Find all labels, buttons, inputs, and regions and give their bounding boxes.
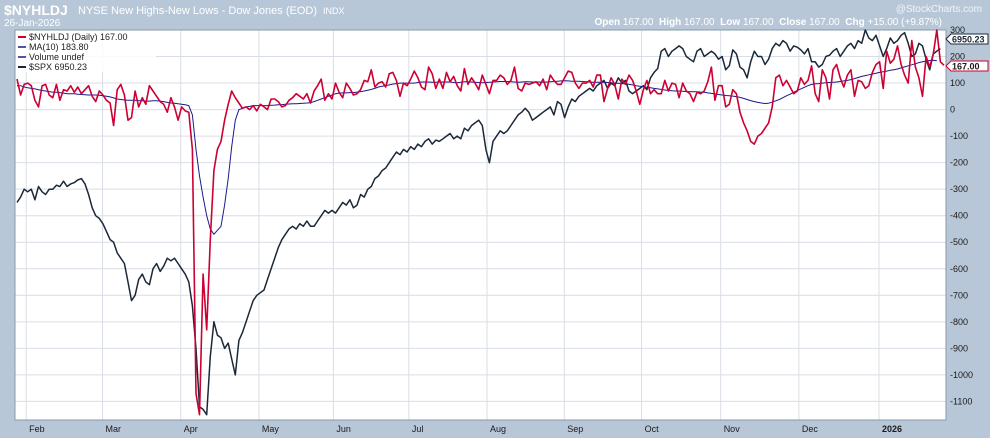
- low-value: 167.00: [742, 17, 774, 28]
- chart-header: $NYHLDJ NYSE New Highs-New Lows - Dow Jo…: [0, 0, 990, 30]
- y-tick-label: 200: [950, 52, 965, 62]
- x-tick-label: Aug: [490, 424, 506, 434]
- y-tick-label: -600: [950, 264, 968, 274]
- exchange-label: INDX: [323, 6, 345, 16]
- y-axis: 300 200 100 0 -100 -200 -300 -400 -500 -600 -700 -8…: [950, 25, 973, 406]
- y-tick-label: -700: [950, 290, 968, 300]
- x-tick-label: Jun: [336, 424, 351, 434]
- y-tick-label: -200: [950, 158, 968, 168]
- x-tick-label: Nov: [724, 424, 741, 434]
- y-tick-label: -400: [950, 211, 968, 221]
- x-tick-label: 2026: [882, 424, 902, 434]
- legend-entry-spx: $SPX 6950.23: [29, 62, 87, 72]
- y-tick-label: -500: [950, 237, 968, 247]
- stockcharts-watermark: @StockCharts.com: [895, 4, 982, 15]
- x-tick-label: May: [262, 424, 280, 434]
- x-tick-label: Dec: [802, 424, 819, 434]
- high-value: 167.00: [684, 17, 715, 28]
- x-tick-label: Jul: [412, 424, 424, 434]
- chg-label: Chg: [845, 17, 865, 28]
- legend-entry-nyhldj: $NYHLDJ (Daily) 167.00: [29, 32, 128, 42]
- x-tick-label: Oct: [645, 424, 660, 434]
- y-tick-label: 0: [950, 105, 955, 115]
- legend-entry-ma: MA(10) 183.80: [29, 42, 89, 52]
- open-label: Open: [594, 17, 621, 28]
- x-axis: Feb Mar Apr May Jun Jul Aug Sep Oct Nov Dec 2026: [29, 424, 902, 434]
- nyhldj-line: [16, 29, 945, 416]
- nyhldj-badge-text: 167.00: [952, 62, 980, 72]
- spx-badge-text: 6950.23: [952, 35, 985, 45]
- y-tick-label: -1100: [950, 396, 972, 406]
- y-tick-label: -300: [950, 184, 968, 194]
- close-label: Close: [779, 17, 807, 28]
- y-tick-label: 300: [950, 25, 965, 35]
- y-tick-label: -100: [950, 131, 968, 141]
- symbol-title: $NYHLDJ: [4, 2, 68, 18]
- low-label: Low: [720, 17, 741, 28]
- legend-entry-volume: Volume undef: [29, 52, 85, 62]
- plot-border: [14, 29, 947, 421]
- legend-background: [16, 31, 156, 72]
- open-value: 167.00: [622, 17, 654, 28]
- ohlc-readout: Open 167.00 High 167.00 Low 167.00 Close…: [595, 17, 943, 28]
- chg-value: +15.00 (+9.87%): [867, 17, 943, 28]
- chart-date: 26-Jan-2026: [4, 18, 61, 29]
- grid: [14, 29, 947, 421]
- legend: $NYHLDJ (Daily) 167.00 MA(10) 183.80 Vol…: [16, 31, 156, 72]
- value-badges: 6950.23 167.00: [945, 33, 989, 72]
- chart-description: NYSE New Highs-New Lows - Dow Jones (EOD…: [78, 5, 345, 17]
- nyhldj-value-badge: [945, 60, 989, 72]
- description-text: NYSE New Highs-New Lows - Dow Jones (EOD…: [78, 5, 318, 17]
- y-tick-label: -1000: [950, 370, 973, 380]
- y-tick-label: -900: [950, 343, 968, 353]
- y-tick-label: 100: [950, 78, 965, 88]
- x-tick-label: Apr: [184, 424, 198, 434]
- y-tick-label: -800: [950, 317, 968, 327]
- spx-value-badge: [945, 33, 989, 45]
- x-tick-label: Mar: [106, 424, 122, 434]
- spx-line: [16, 29, 941, 416]
- plot-area: [15, 30, 946, 420]
- x-tick-label: Sep: [567, 424, 583, 434]
- high-label: High: [659, 17, 682, 28]
- series-lines: [16, 29, 945, 416]
- close-value: 167.00: [809, 17, 840, 28]
- x-tick-label: Feb: [29, 424, 45, 434]
